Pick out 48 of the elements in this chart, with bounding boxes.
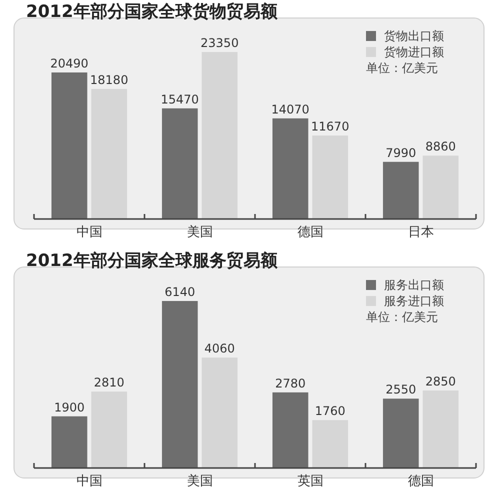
bar — [382, 398, 419, 468]
data-label: 20490 — [50, 56, 88, 70]
bar — [312, 136, 348, 219]
chart-title: 2012年部分国家全球货物贸易额 — [26, 2, 278, 22]
data-label: 4060 — [204, 342, 235, 356]
bar — [162, 301, 198, 468]
x-tick-label: 德国 — [408, 474, 434, 489]
annotation: 单位：亿美元 — [366, 61, 438, 75]
annotation: 单位：亿美元 — [366, 310, 438, 324]
bar — [162, 108, 198, 219]
legend-label: 服务出口额 — [384, 278, 444, 292]
bar — [312, 420, 348, 468]
data-label: 6140 — [164, 285, 196, 299]
chart-title: 2012年部分国家全球服务贸易额 — [26, 251, 278, 271]
bar — [51, 72, 88, 219]
x-tick-label: 英国 — [297, 474, 324, 489]
bar — [272, 118, 308, 219]
bar — [51, 416, 88, 468]
bar — [91, 392, 128, 468]
x-tick-label: 德国 — [297, 225, 324, 240]
bar — [202, 358, 238, 468]
x-tick-label: 中国 — [76, 225, 102, 240]
data-label: 2780 — [275, 376, 306, 390]
data-label: 11670 — [311, 120, 350, 134]
data-label: 14070 — [271, 102, 310, 116]
x-tick-label: 中国 — [76, 474, 102, 489]
bar — [202, 52, 238, 219]
data-label: 2850 — [425, 374, 456, 388]
x-tick-label: 日本 — [408, 225, 434, 240]
data-label: 1760 — [314, 404, 346, 418]
data-label: 2550 — [386, 382, 416, 397]
data-label: 15470 — [160, 92, 199, 106]
legend-label: 货物进口额 — [384, 45, 444, 59]
data-label: 23350 — [200, 36, 239, 50]
bar — [422, 156, 459, 219]
bar — [422, 390, 459, 468]
data-label: 18180 — [90, 72, 128, 87]
bar — [91, 88, 128, 219]
bar — [272, 392, 308, 468]
data-label: 1900 — [54, 400, 85, 414]
data-label: 2810 — [94, 376, 124, 390]
data-label: 7990 — [386, 146, 416, 160]
x-tick-label: 美国 — [186, 224, 213, 240]
data-label: 8860 — [425, 140, 456, 154]
bar — [382, 162, 419, 219]
legend-label: 货物出口额 — [384, 29, 444, 43]
legend-label: 服务进口额 — [384, 294, 444, 308]
x-tick-label: 美国 — [186, 473, 213, 489]
